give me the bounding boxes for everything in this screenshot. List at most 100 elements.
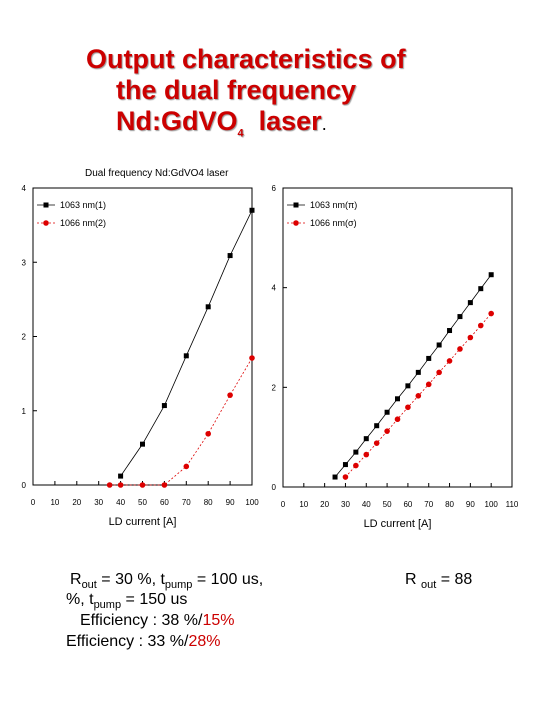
x-tick-label: 50: [138, 498, 147, 507]
x-tick-label: 80: [204, 498, 213, 507]
data-point: [342, 462, 348, 468]
x-tick-label: 10: [50, 498, 59, 507]
caption-efficiency-1: Efficiency : 38 %/15%: [80, 611, 234, 630]
series-line: [120, 210, 253, 477]
data-point: [140, 441, 145, 447]
title-dot: .: [321, 114, 327, 134]
x-tick-label: 50: [383, 500, 392, 509]
x-tick-label: 60: [403, 500, 412, 509]
data-point: [374, 423, 380, 429]
data-point: [353, 449, 359, 455]
x-tick-label: 30: [341, 500, 350, 509]
data-point: [227, 392, 233, 398]
data-point: [183, 463, 190, 470]
x-axis-label: LD current [A]: [109, 516, 177, 528]
title-laser: laser: [243, 106, 322, 136]
data-point: [446, 358, 453, 364]
x-axis-label: LD current [A]: [364, 518, 432, 530]
slide-title: Output characteristics of the dual frequ…: [86, 44, 516, 149]
x-tick-label: 0: [281, 500, 286, 509]
y-tick-label: 4: [272, 284, 277, 293]
caption-right-r: R: [405, 571, 421, 588]
data-point: [249, 355, 255, 361]
series-line: [109, 357, 253, 486]
data-point: [394, 416, 401, 423]
legend-marker: [43, 220, 49, 226]
data-point: [467, 334, 474, 341]
data-point: [118, 473, 124, 479]
caption-right-value: = 88: [436, 571, 473, 588]
caption-r-sub: out: [81, 579, 97, 592]
caption-pump-time: = 100 us,: [192, 571, 264, 588]
data-point: [139, 482, 146, 488]
caption-efficiency-2: Efficiency : 33 %/28%: [66, 632, 220, 651]
efficiency-2-label: Efficiency : 33 %/: [66, 633, 189, 650]
x-tick-label: 70: [424, 500, 433, 509]
caption-l2-sub: pump: [93, 599, 122, 612]
plot-frame: [282, 187, 513, 488]
caption-t: = 30 %, t: [96, 571, 165, 588]
legend-marker: [43, 202, 49, 208]
title-material: Nd:GdVO: [116, 106, 238, 136]
data-point: [106, 482, 113, 488]
data-point: [447, 328, 453, 334]
y-tick-label: 6: [272, 184, 277, 193]
data-point: [384, 428, 390, 434]
data-point: [457, 314, 463, 320]
title-line-3: Nd:GdVO4 laser.: [86, 106, 516, 149]
caption-left-line2: %, tpump = 150 us: [66, 590, 187, 615]
legend-label: 1066 nm(2): [60, 218, 106, 228]
caption-right: R out = 88: [405, 570, 472, 595]
data-point: [227, 253, 233, 259]
chart-title: Dual frequency Nd:GdVO4 laser: [85, 168, 229, 179]
caption-left-line1: Rout = 30 %, tpump = 100 us,: [70, 570, 263, 595]
x-tick-label: 90: [466, 500, 475, 509]
legend-label: 1063 nm(π): [310, 200, 357, 210]
y-tick-label: 1: [22, 407, 27, 416]
data-point: [373, 440, 380, 446]
efficiency-2-red: 28%: [188, 633, 221, 650]
x-tick-label: 20: [72, 498, 81, 507]
data-point: [405, 404, 411, 411]
x-tick-label: 110: [506, 500, 519, 509]
data-point: [436, 342, 442, 348]
data-point: [415, 393, 422, 399]
legend-marker: [293, 220, 299, 226]
y-tick-label: 2: [22, 333, 27, 342]
x-tick-label: 100: [245, 498, 259, 507]
data-point: [488, 310, 494, 317]
y-tick-label: 2: [272, 383, 277, 392]
caption-l2-b: = 150 us: [121, 591, 188, 608]
data-point: [183, 353, 189, 359]
x-tick-label: 90: [226, 498, 235, 507]
data-point: [342, 474, 349, 480]
x-tick-label: 0: [31, 498, 36, 507]
data-point: [405, 383, 411, 389]
title-line-1: Output characteristics of: [86, 44, 406, 74]
data-point: [384, 409, 390, 415]
x-tick-label: 20: [320, 500, 329, 509]
caption-t-sub: pump: [164, 579, 193, 592]
data-point: [457, 346, 463, 352]
x-tick-label: 80: [445, 500, 454, 509]
caption-l2-a: %, t: [66, 591, 94, 608]
data-point: [161, 403, 167, 409]
x-tick-label: 40: [116, 498, 125, 507]
y-tick-label: 0: [22, 481, 27, 490]
x-tick-label: 40: [362, 500, 371, 509]
x-tick-label: 70: [182, 498, 191, 507]
data-point: [205, 430, 211, 437]
data-point: [249, 207, 255, 213]
data-point: [467, 300, 473, 306]
data-point: [488, 272, 494, 278]
x-tick-label: 30: [94, 498, 103, 507]
data-point: [117, 482, 124, 488]
data-point: [363, 451, 370, 458]
data-point: [332, 474, 338, 480]
data-point: [205, 304, 211, 310]
caption-right-sub: out: [421, 579, 437, 592]
title-line-2: the dual frequency: [116, 75, 357, 105]
data-point: [426, 355, 432, 361]
legend-marker: [293, 202, 299, 208]
